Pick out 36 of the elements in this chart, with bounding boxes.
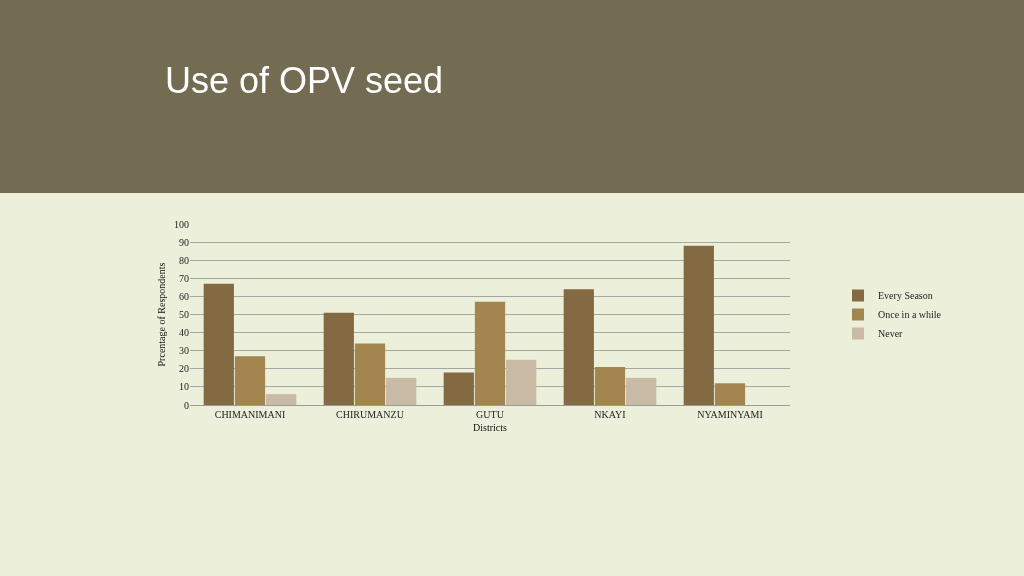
y-tick-label: 100 <box>174 218 189 230</box>
bar <box>266 394 297 405</box>
y-tick-label: 70 <box>179 272 189 284</box>
legend-label: Every Season <box>878 290 933 302</box>
y-axis-title: Prcentage of Respondents <box>156 262 167 367</box>
y-tick-label: 0 <box>184 399 189 411</box>
bar <box>626 377 657 405</box>
bar <box>714 383 746 405</box>
x-tick-label: CHIMANIMANI <box>214 409 286 420</box>
chart-title: Use of OPV seed <box>165 60 444 101</box>
y-tick-label: 50 <box>179 309 189 320</box>
y-tick-label: 60 <box>179 290 189 302</box>
bar <box>323 312 354 405</box>
legend-label: Once in a while <box>878 309 942 321</box>
x-tick-label: GUTU <box>476 409 505 420</box>
bar <box>594 366 626 405</box>
bar <box>506 359 537 405</box>
y-tick-label: 40 <box>179 327 189 339</box>
bar <box>203 283 234 405</box>
y-tick-label: 10 <box>179 381 189 393</box>
x-axis-title: Districts <box>473 421 508 433</box>
bar <box>354 343 386 405</box>
y-tick-label: 90 <box>179 236 189 248</box>
bar <box>683 245 714 405</box>
x-tick-label: NKAYI <box>594 409 626 420</box>
bar <box>234 356 266 405</box>
x-tick-label: NYAMINYAMI <box>697 409 763 420</box>
y-tick-label: 20 <box>179 363 189 375</box>
bar <box>443 372 474 405</box>
y-tick-label: 80 <box>179 254 189 266</box>
x-tick-label: CHIRUMANZU <box>336 409 405 420</box>
bar <box>474 301 506 405</box>
bar <box>563 289 594 405</box>
legend-label: Never <box>878 328 904 340</box>
bar <box>386 377 417 405</box>
y-tick-label: 30 <box>179 345 189 357</box>
